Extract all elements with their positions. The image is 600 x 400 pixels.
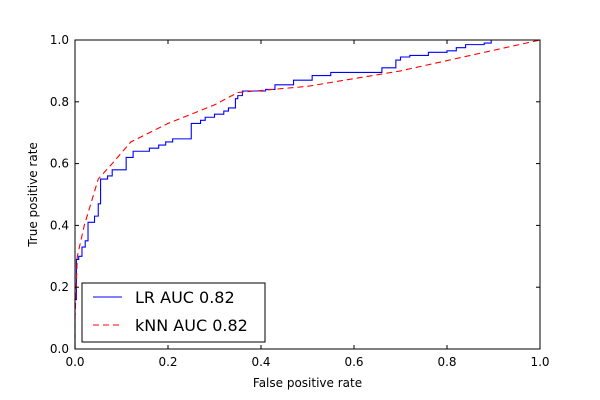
y-tick-label: 1.0 — [50, 33, 69, 47]
y-tick-label: 0.4 — [50, 218, 69, 232]
y-tick-label: 0.0 — [50, 342, 69, 356]
x-tick-label: 0.8 — [437, 355, 456, 369]
x-tick-label: 0.4 — [251, 355, 270, 369]
x-tick-label: 0.0 — [65, 355, 84, 369]
knn-roc-curve — [74, 39, 541, 349]
y-tick-label: 0.2 — [50, 280, 69, 294]
lr-roc-curve — [74, 39, 540, 349]
y-tick-label: 0.6 — [50, 157, 69, 171]
legend-box — [81, 282, 266, 343]
tick-layer: 0.0 0.2 0.4 0.6 0.8 1.0 0.0 0.2 0.4 0.6 0.8 1.0 — [50, 33, 550, 369]
legend: LR AUC 0.82 kNN AUC 0.82 — [81, 282, 266, 343]
x-tick-label: 1.0 — [530, 355, 549, 369]
series-layer — [74, 39, 541, 349]
plot-frame — [74, 39, 541, 350]
y-tick-label: 0.8 — [50, 95, 69, 109]
x-tick-label: 0.2 — [158, 355, 177, 369]
y-axis-label: True positive rate — [26, 142, 40, 248]
x-tick-label: 0.6 — [344, 355, 363, 369]
legend-label-lr: LR AUC 0.82 — [135, 288, 235, 307]
legend-label-knn: kNN AUC 0.82 — [135, 316, 248, 335]
x-axis-label: False positive rate — [253, 376, 362, 390]
